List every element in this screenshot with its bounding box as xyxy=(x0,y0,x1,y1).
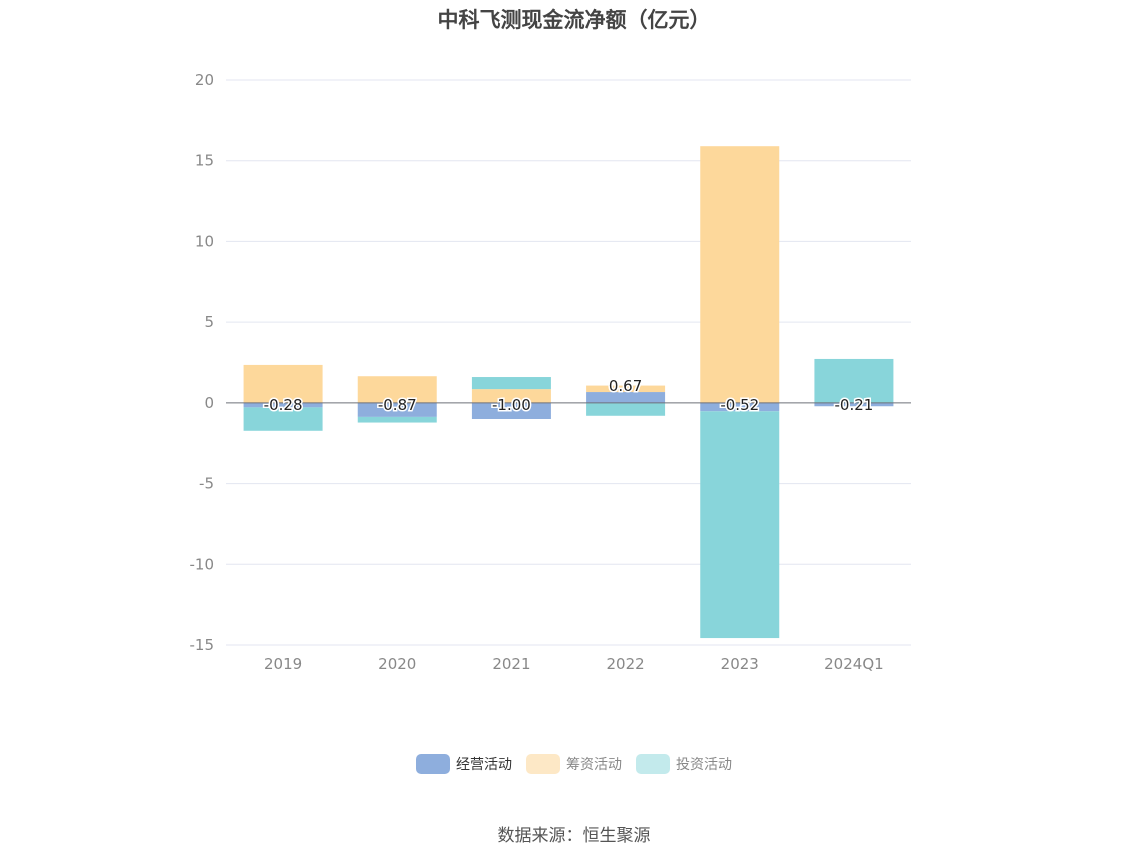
bar-operating-2022 xyxy=(586,392,666,403)
data-label-2023: -0.52 xyxy=(720,396,759,414)
legend-label-operating: 经营活动 xyxy=(456,757,512,773)
legend-swatch-operating xyxy=(416,754,450,774)
data-label-2021: -1.00 xyxy=(492,396,531,414)
bar-financing-2021 xyxy=(471,389,551,403)
x-tick-label: 2023 xyxy=(721,655,759,673)
data-label-2022: 0.67 xyxy=(609,377,642,395)
x-tick-label: 2024Q1 xyxy=(824,655,884,673)
bar-operating-2019 xyxy=(243,402,323,408)
grid-lines xyxy=(226,79,911,646)
legend-item-financing[interactable]: 筹资活动 xyxy=(526,754,622,774)
bar-financing-2022 xyxy=(586,385,666,393)
legend-swatch-financing xyxy=(526,754,560,774)
bar-investing-2023 xyxy=(700,411,780,639)
y-tick-label: 15 xyxy=(195,152,214,170)
bar-operating-2024Q1 xyxy=(814,402,894,407)
data-label-2019: -0.28 xyxy=(264,396,303,414)
chart-title: 中科飞测现金流净额（亿元） xyxy=(437,8,711,32)
bar-financing-2023 xyxy=(700,146,780,403)
x-axis-ticks: 2019 2020 2021 2022 2023 2024Q1 xyxy=(264,655,884,673)
bar-investing-2019 xyxy=(243,407,323,431)
x-tick-label: 2021 xyxy=(492,655,530,673)
y-tick-label: 10 xyxy=(195,232,214,250)
legend-item-operating[interactable]: 经营活动 xyxy=(416,754,512,774)
legend-label-investing: 投资活动 xyxy=(676,757,732,773)
bar-investing-2022 xyxy=(586,402,666,416)
data-label-2020: -0.87 xyxy=(378,396,417,414)
cash-flow-chart: 20 15 10 5 0 -5 -10 -15 -0.28 -0.87 -1.00 0.67 -0.5… xyxy=(190,71,911,673)
bar-investing-2020 xyxy=(357,416,437,423)
bar-operating-2021 xyxy=(471,402,551,419)
bar-investing-2024Q1 xyxy=(814,358,894,403)
legend: 经营活动 筹资活动 投资活动 xyxy=(0,754,1148,774)
y-tick-label: -5 xyxy=(199,475,214,493)
legend-swatch-investing xyxy=(636,754,670,774)
x-tick-label: 2022 xyxy=(606,655,644,673)
bar-investing-2021 xyxy=(471,377,551,390)
data-labels: -0.28 -0.87 -1.00 0.67 -0.52 -0.21 xyxy=(262,376,875,416)
x-tick-label: 2019 xyxy=(264,655,302,673)
y-tick-label: 5 xyxy=(204,313,214,331)
x-tick-label: 2020 xyxy=(378,655,416,673)
y-tick-label: -10 xyxy=(190,555,215,573)
legend-item-investing[interactable]: 投资活动 xyxy=(636,754,732,774)
y-tick-label: 20 xyxy=(195,71,214,89)
y-tick-label: -15 xyxy=(190,636,215,654)
y-tick-label: 0 xyxy=(204,394,214,412)
bars xyxy=(243,146,894,639)
legend-label-financing: 筹资活动 xyxy=(566,757,622,773)
bar-financing-2020 xyxy=(357,376,437,403)
zero-axis xyxy=(226,402,911,646)
bar-operating-2023 xyxy=(700,402,780,412)
data-label-2024Q1: -0.21 xyxy=(835,396,874,414)
bar-financing-2019 xyxy=(243,364,323,403)
y-axis-ticks: 20 15 10 5 0 -5 -10 -15 xyxy=(190,71,215,654)
data-source: 数据来源：恒生聚源 xyxy=(497,826,651,846)
bar-operating-2020 xyxy=(357,402,437,417)
